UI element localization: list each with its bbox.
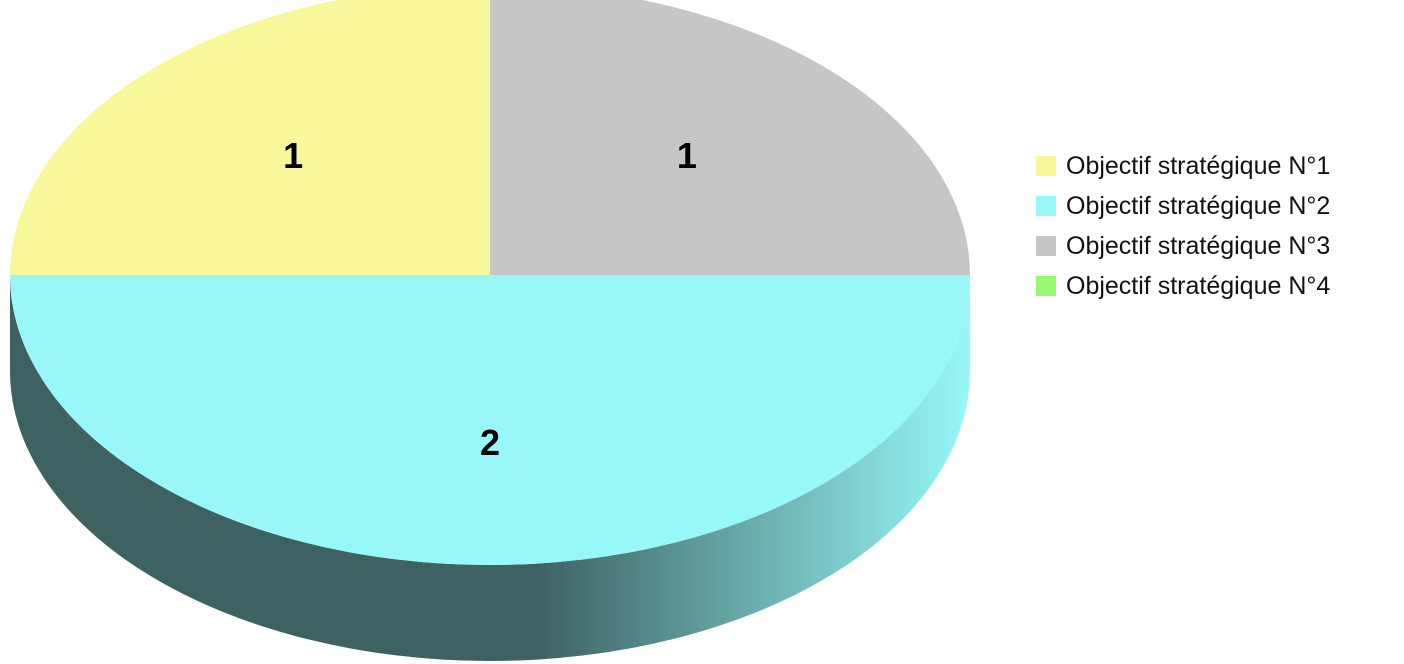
legend-swatch <box>1036 196 1056 216</box>
legend-item: Objectif stratégique N°1 <box>1036 146 1330 186</box>
pie-sides <box>10 275 970 661</box>
legend-label: Objectif stratégique N°4 <box>1066 271 1331 300</box>
pie-slice-3 <box>490 0 970 275</box>
pie-tops <box>10 0 970 565</box>
legend-item: Objectif stratégique N°3 <box>1036 226 1330 266</box>
data-label-1: 1 <box>283 135 303 176</box>
data-label-3: 1 <box>677 135 697 176</box>
pie-slice-2 <box>10 275 970 565</box>
legend-swatch <box>1036 236 1056 256</box>
legend-item: Objectif stratégique N°2 <box>1036 186 1330 226</box>
pie-chart: 2 1 1 <box>10 0 970 661</box>
legend-swatch <box>1036 156 1056 176</box>
legend-label: Objectif stratégique N°2 <box>1066 191 1331 220</box>
legend-label: Objectif stratégique N°1 <box>1066 151 1331 180</box>
legend-label: Objectif stratégique N°3 <box>1066 231 1331 260</box>
pie-side-2 <box>10 275 970 661</box>
legend-item: Objectif stratégique N°4 <box>1036 266 1330 306</box>
legend-swatch <box>1036 276 1056 296</box>
legend: Objectif stratégique N°1 Objectif stratég… <box>1036 146 1330 306</box>
pie-data-labels: 2 1 1 <box>283 135 697 463</box>
pie-slice-1 <box>10 0 490 275</box>
data-label-2: 2 <box>480 422 500 463</box>
